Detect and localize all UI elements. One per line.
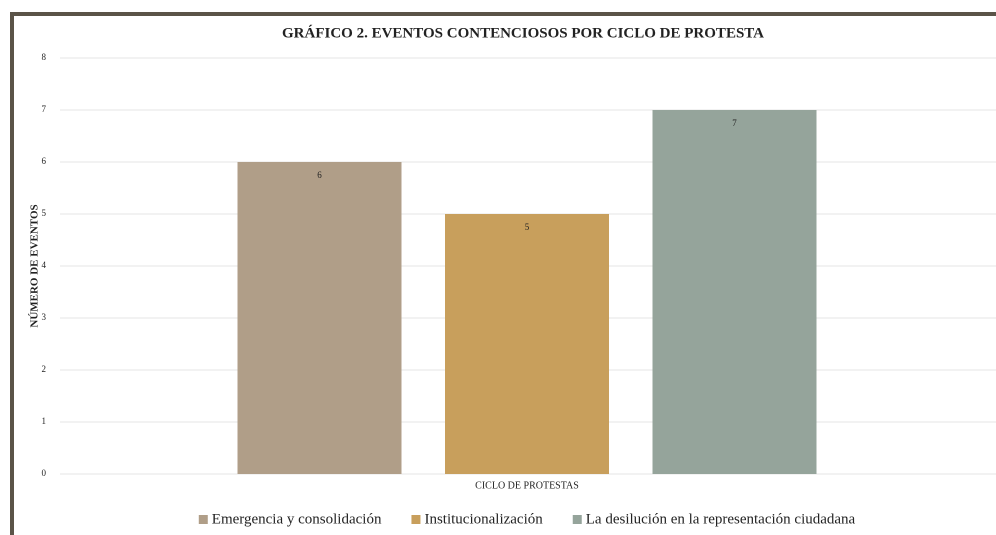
y-tick-label: 7 (42, 104, 47, 114)
data-label: 5 (525, 222, 530, 232)
legend-swatch (198, 515, 208, 524)
legend-label: Institucionalización (424, 511, 543, 527)
data-label: 7 (732, 118, 737, 128)
x-tick-label: CICLO DE PROTESTAS (475, 480, 579, 491)
y-tick-label: 2 (42, 364, 47, 374)
y-tick-label: 0 (42, 468, 47, 478)
y-axis-label: NÚMERO DE EVENTOS (29, 204, 41, 327)
bar (445, 214, 609, 474)
y-tick-label: 4 (42, 260, 47, 270)
bar (652, 110, 817, 474)
data-label: 6 (317, 170, 322, 180)
y-tick-label: 8 (42, 52, 47, 62)
legend-label: Emergencia y consolidación (212, 511, 382, 527)
legend-swatch (411, 515, 421, 524)
legend-label: La desilución en la representación ciuda… (586, 511, 856, 527)
y-tick-label: 6 (42, 156, 47, 166)
bar (237, 162, 402, 474)
y-tick-label: 1 (42, 416, 47, 426)
chart-title: GRÁFICO 2. EVENTOS CONTENCIOSOS POR CICL… (282, 24, 764, 41)
y-tick-label: 5 (42, 208, 47, 218)
y-tick-label: 3 (42, 312, 47, 322)
legend-swatch (572, 515, 582, 524)
